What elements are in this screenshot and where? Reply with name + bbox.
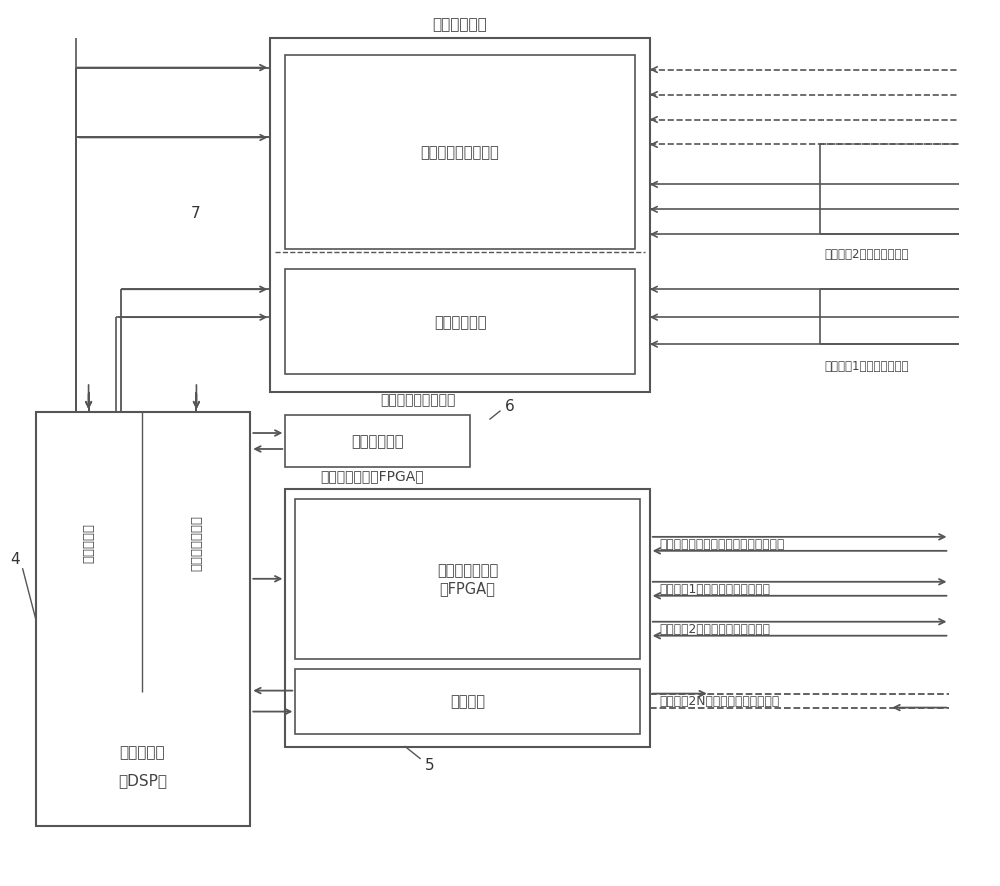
Text: 被测单元1的驱动信号与运行信息: 被测单元1的驱动信号与运行信息 bbox=[660, 583, 771, 595]
Text: 显示与人机接口部分: 显示与人机接口部分 bbox=[380, 392, 456, 407]
Text: 被测单元1的输出电流检测: 被测单元1的输出电流检测 bbox=[825, 360, 909, 373]
Bar bbox=[270, 39, 650, 392]
Text: 过流保护电路: 过流保护电路 bbox=[434, 315, 486, 330]
Text: 数据通讯: 数据通讯 bbox=[450, 694, 485, 709]
Bar bbox=[295, 500, 640, 659]
Text: 被测单元2的输出电流检测: 被测单元2的输出电流检测 bbox=[825, 248, 909, 261]
Bar bbox=[285, 489, 650, 747]
Text: 被测单元2N的驱动信号与运行信息: 被测单元2N的驱动信号与运行信息 bbox=[660, 695, 780, 707]
Text: 驱动信号处理器
（FPGA）: 驱动信号处理器 （FPGA） bbox=[437, 563, 498, 595]
Text: 运行控制管理器: 运行控制管理器 bbox=[190, 514, 203, 571]
Text: 模拟数字转换器电路: 模拟数字转换器电路 bbox=[421, 145, 499, 160]
Text: 数据通讯模块: 数据通讯模块 bbox=[351, 434, 404, 449]
Bar bbox=[295, 669, 640, 734]
Text: 基准电压发生单元驱动信号与运行信息: 基准电压发生单元驱动信号与运行信息 bbox=[660, 538, 785, 551]
Text: 5: 5 bbox=[425, 758, 435, 772]
Text: 7: 7 bbox=[191, 206, 200, 221]
Bar bbox=[36, 413, 250, 827]
Text: 信号调理部分: 信号调理部分 bbox=[433, 17, 487, 32]
Text: 驱动信号处理（FPGA）: 驱动信号处理（FPGA） bbox=[320, 469, 424, 482]
Bar bbox=[285, 416, 470, 468]
Text: （DSP）: （DSP） bbox=[118, 772, 167, 787]
Text: 信号处理器: 信号处理器 bbox=[120, 744, 165, 759]
Bar bbox=[285, 56, 635, 250]
Text: 6: 6 bbox=[505, 398, 515, 413]
Text: 被测单元2的驱动信号与运行信息: 被测单元2的驱动信号与运行信息 bbox=[660, 623, 771, 635]
Text: 4: 4 bbox=[10, 552, 19, 567]
Text: 测量记录器: 测量记录器 bbox=[82, 522, 95, 563]
Bar bbox=[285, 270, 635, 375]
